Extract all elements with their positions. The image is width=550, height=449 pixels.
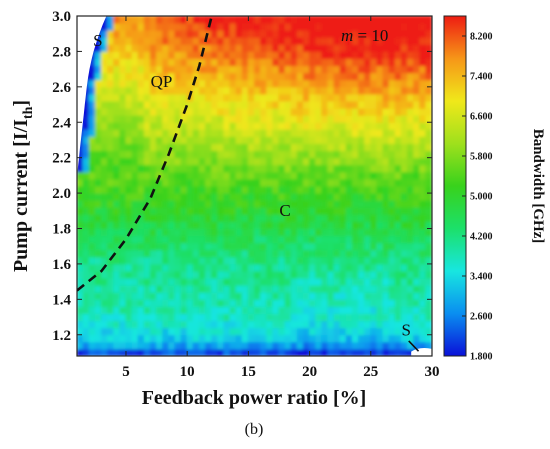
colorbar-tick-label: 6.600 bbox=[470, 112, 493, 123]
region-labels: S QP C S bbox=[93, 31, 411, 340]
region-label: C bbox=[279, 201, 290, 220]
overlay-layer bbox=[77, 16, 420, 352]
stable-region-top-left bbox=[77, 16, 107, 176]
parameter-annotation: m = 10 bbox=[341, 26, 388, 45]
x-tick-label: 20 bbox=[302, 364, 317, 380]
parameter-value: = 10 bbox=[353, 26, 388, 45]
region-label: S bbox=[93, 31, 102, 50]
colorbar-ticks: 1.800 2.600 3.400 4.200 5.000 5.800 6.600 7.400… bbox=[462, 32, 493, 363]
colorbar-tick-label: 8.200 bbox=[470, 32, 493, 43]
region-label: QP bbox=[151, 72, 173, 91]
x-tick-label: 10 bbox=[180, 364, 195, 380]
y-tick-label: 2.4 bbox=[52, 115, 71, 131]
panel-label: (b) bbox=[245, 421, 264, 438]
x-tick-label: 5 bbox=[122, 364, 130, 380]
y-tick-label: 1.8 bbox=[52, 222, 71, 238]
x-tick-label: 15 bbox=[241, 364, 256, 380]
y-tick-label: 1.4 bbox=[52, 292, 71, 308]
colorbar-tick-label: 5.000 bbox=[470, 192, 493, 203]
y-tick-label: 2.6 bbox=[52, 80, 71, 96]
plot-frame bbox=[76, 15, 433, 357]
parameter-symbol: m bbox=[341, 26, 353, 45]
y-tick-label: 1.2 bbox=[52, 328, 71, 344]
colorbar-label: Bandwidth [GHz] bbox=[530, 129, 546, 244]
colorbar-tick-label: 7.400 bbox=[470, 72, 493, 83]
y-axis-label-main: Pump current [I/I bbox=[10, 119, 32, 272]
colorbar-tick-label: 1.800 bbox=[470, 352, 493, 363]
colorbar-tick-label: 5.800 bbox=[470, 152, 493, 163]
stable-region-pointer-line bbox=[408, 340, 420, 352]
colorbar-tick-label: 2.600 bbox=[470, 312, 493, 323]
y-tick-label: 2.2 bbox=[52, 151, 71, 167]
x-axis-label: Feedback power ratio [%] bbox=[142, 387, 367, 409]
y-axis-label: Pump current [I/Ith] bbox=[10, 100, 36, 272]
colorbar-tick-label: 3.400 bbox=[470, 272, 493, 283]
chaos-boundary-dashed-line bbox=[77, 16, 213, 292]
y-tick-label: 2.0 bbox=[52, 186, 71, 202]
x-tick-label: 30 bbox=[425, 364, 440, 380]
y-tick-label: 2.8 bbox=[52, 44, 71, 60]
y-tick-label: 1.6 bbox=[52, 257, 71, 273]
y-axis-label-subscript: th bbox=[21, 106, 36, 119]
x-tick-label: 25 bbox=[363, 364, 378, 380]
colorbar-tick-label: 4.200 bbox=[470, 232, 493, 243]
region-label: S bbox=[402, 321, 411, 340]
heatmap-surface bbox=[77, 16, 432, 356]
x-axis-ticks: 5 10 15 20 25 30 bbox=[122, 16, 440, 380]
y-tick-label: 3.0 bbox=[52, 9, 71, 25]
colorbar bbox=[443, 15, 467, 357]
y-axis-ticks: 1.2 1.4 1.6 1.8 2.0 2.2 2.4 2.6 2.8 3.0 bbox=[52, 9, 432, 344]
y-axis-label-end: ] bbox=[10, 100, 32, 107]
